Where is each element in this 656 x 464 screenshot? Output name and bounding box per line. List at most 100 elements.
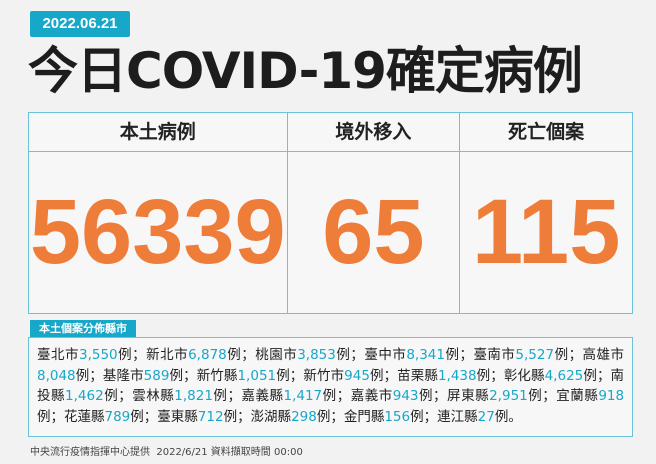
unit: 例 [418,388,434,404]
column-header: 死亡個案 [460,113,633,152]
separator: ； [241,347,255,363]
region-name: 花蓮縣 [64,408,105,425]
unit: 例 [444,347,460,363]
unit: 例 [554,347,569,363]
region-name: 雲林縣 [131,388,175,404]
section-label: 本土個案分佈縣市 [30,320,136,338]
column: 本土病例 56339 [29,113,287,313]
unit: 例 [169,367,184,384]
unit: 例 [276,367,290,384]
column-value: 115 [471,181,621,283]
unit: 例 [223,408,238,425]
separator: ； [289,367,304,384]
separator: ； [118,388,132,404]
region-count: 4,625 [544,367,584,384]
separator: ； [423,408,438,425]
region-name: 臺東縣 [157,408,198,425]
region-count: 298 [291,408,317,425]
separator: ； [459,347,473,363]
region-count: 1,417 [283,388,323,404]
column-value: 65 [322,181,425,283]
region-count: 1,051 [237,367,277,384]
summary-table: 本土病例 56339 境外移入 65 死亡個案 115 [28,112,633,314]
unit: 例 [226,347,242,363]
region-name: 臺北市 [37,347,79,363]
separator: ； [227,388,241,404]
region-name: 屏東縣 [446,388,490,404]
separator: 。 [508,408,522,425]
unit: 例 [130,408,144,425]
region-name: 嘉義市 [350,388,393,404]
column-header: 本土病例 [29,113,287,152]
region-count: 918 [598,388,625,404]
column-value: 56339 [29,181,286,283]
region-name: 苗栗縣 [397,367,438,384]
separator: ； [330,408,344,425]
region-name: 澎湖縣 [250,408,292,425]
separator: ； [433,388,447,404]
separator: ； [490,367,504,384]
region-name: 新竹市 [303,367,345,384]
unit: 例 [527,388,543,404]
separator: ； [50,408,65,425]
region-count: 2,951 [489,388,528,404]
region-name: 高雄市 [582,347,625,363]
region-count: 5,527 [515,347,555,363]
unit: 例 [322,388,337,404]
separator: ； [350,347,364,363]
region-count: 3,550 [78,347,118,363]
region-name: 嘉義縣 [240,388,284,404]
unit: 例 [37,408,51,425]
region-count: 712 [197,408,224,425]
separator: ； [383,367,398,384]
unit: 例 [335,347,351,363]
separator: ； [89,367,103,384]
separator: ； [542,388,556,404]
region-count: 156 [384,408,411,425]
region-name: 桃園市 [254,347,298,363]
region-count: 1,438 [437,367,477,384]
separator: ； [568,347,583,363]
column-header: 境外移入 [287,113,460,152]
region-name: 臺中市 [363,347,407,363]
region-name: 基隆市 [102,367,144,384]
unit: 例 [103,388,119,404]
title: 今日COVID-19確定病例 [28,42,583,100]
region-name: 臺南市 [472,347,516,363]
region-name: 金門縣 [343,408,385,425]
region-count: 589 [143,367,170,384]
unit: 例 [583,367,597,384]
unit: 例 [494,408,509,425]
region-name: 南投縣 [37,367,625,405]
unit: 例 [117,347,133,363]
separator: ； [596,367,611,384]
region-count: 789 [104,408,131,425]
region-name: 連江縣 [437,408,478,425]
region-count: 8,048 [37,367,76,384]
separator: ； [143,408,158,425]
unit: 例 [75,367,90,384]
region-count: 943 [392,388,419,404]
unit: 例 [212,388,228,404]
region-name: 新北市 [145,347,189,363]
column: 死亡個案 115 [459,113,633,313]
separator: ； [237,408,251,425]
region-count: 1,462 [65,388,104,404]
unit: 例 [369,367,384,384]
region-name: 彰化縣 [503,367,545,384]
region-count: 3,853 [297,347,336,363]
distribution-text: 臺北市3,550例；新北市6,878例；桃園市3,853例；臺中市8,341例；… [28,337,633,437]
separator: ； [132,347,146,363]
region-count: 8,341 [406,347,445,363]
separator: ； [183,367,197,384]
region-count: 6,878 [188,347,227,363]
region-name: 宜蘭縣 [555,388,599,404]
region-count: 945 [344,367,370,384]
region-count: 27 [477,408,495,425]
region-name: 新竹縣 [196,367,238,384]
separator: ； [336,388,351,404]
unit: 例 [476,367,491,384]
unit: 例 [410,408,424,425]
column: 境外移入 65 [286,113,460,313]
